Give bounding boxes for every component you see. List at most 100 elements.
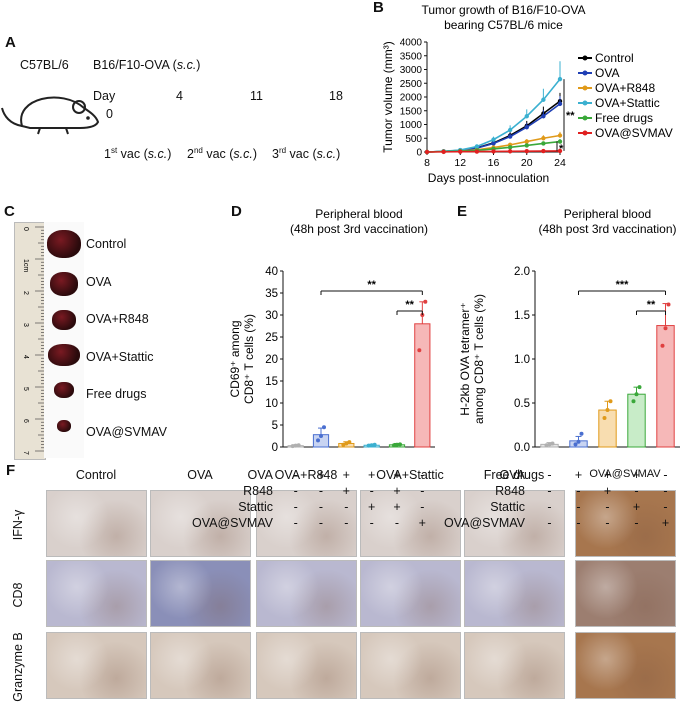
legend-label: Free drugs: [595, 111, 653, 125]
y-tick-label: 2500: [400, 79, 423, 90]
condition-cell: -: [420, 468, 425, 482]
y-tick-label: 2.0: [514, 266, 530, 278]
data-point: [541, 97, 546, 102]
condition-cell: -: [293, 468, 298, 482]
replicate-point: [666, 302, 671, 307]
condition-cell: +: [603, 484, 612, 498]
data-point: [507, 145, 513, 150]
condition-cell: +: [632, 468, 641, 482]
tumor-sample: [54, 382, 74, 398]
replicate-point: [369, 443, 374, 448]
tumor-sample: [52, 310, 76, 330]
chart-title-line: Peripheral blood: [315, 207, 402, 221]
replicate-point: [634, 392, 639, 397]
ihc-column-title: OVA@SVMAV: [589, 468, 661, 480]
vaccination-3: 3rd vac (s.c.): [272, 146, 341, 162]
replicate-point: [663, 326, 668, 331]
replicate-point: [322, 425, 326, 430]
ihc-column-title: OVA: [187, 468, 213, 482]
legend-label: Control: [595, 51, 634, 65]
ihc-column-title: Control: [75, 468, 117, 482]
replicate-point: [573, 442, 578, 447]
ihc-image-tile: [575, 632, 676, 699]
y-tick-label: 1000: [400, 120, 423, 131]
condition-cell: -: [318, 516, 324, 530]
day-0: 0: [106, 107, 113, 121]
tumor-sample: [47, 230, 81, 258]
condition-cell: -: [293, 484, 298, 498]
ihc-image-tile: [360, 632, 461, 699]
ruler-label: 4: [22, 355, 29, 359]
ruler-label: 5: [22, 387, 29, 391]
condition-cell: -: [663, 484, 668, 498]
replicate-point: [423, 299, 428, 304]
panel-label-f: F: [6, 462, 16, 479]
condition-row-label: Stattic: [238, 500, 273, 514]
condition-cell: -: [369, 516, 374, 530]
cd69-bar-chart: Peripheral blood(48h post 3rd vaccinatio…: [228, 207, 435, 454]
condition-cell: -: [605, 516, 610, 530]
replicate-point: [398, 442, 402, 447]
ihc-image-tile: [46, 490, 147, 557]
replicate-point: [395, 442, 399, 447]
condition-cell: -: [547, 516, 552, 530]
ihc-column-title: Free drugs: [483, 468, 545, 482]
ihc-image-tile: [46, 632, 147, 699]
condition-cell: -: [344, 516, 349, 530]
data-point: [441, 149, 446, 155]
y-tick-label: 0.5: [514, 398, 530, 410]
data-point: [557, 139, 563, 144]
data-point: [491, 149, 496, 154]
mouse-strain: C57BL/6: [20, 58, 69, 72]
chart-title-line: Tumor growth of B16/F10-OVA: [421, 3, 585, 17]
sig-label: ***: [616, 279, 630, 291]
chart-title-line: bearing C57BL/6 mice: [444, 18, 563, 32]
ihc-image-tile: [46, 560, 147, 627]
y-tick-label: 4000: [400, 38, 423, 49]
replicate-point: [608, 399, 613, 404]
x-tick-label: 8: [424, 157, 430, 169]
condition-row-label: Stattic: [490, 500, 525, 514]
bar: [627, 393, 646, 448]
chart-title-line: (48h post 3rd vaccination): [290, 222, 428, 236]
condition-cell: +: [632, 500, 641, 514]
data-point: [541, 136, 546, 141]
replicate-point: [605, 408, 610, 413]
replicate-point: [344, 441, 349, 446]
ihc-image-tile: [464, 632, 565, 699]
replicate-point: [366, 443, 371, 448]
ihc-image-tile: [150, 560, 251, 627]
y-tick-label: 10: [265, 398, 278, 410]
data-point: [458, 149, 463, 154]
sig-label: **: [405, 299, 414, 311]
legend-label: OVA+R848: [595, 81, 655, 95]
tumor-photo: [44, 222, 84, 458]
tumor-group-label: OVA: [86, 274, 112, 289]
ruler-label: 3: [22, 323, 29, 327]
replicate-point: [637, 385, 642, 390]
replicate-point: [660, 343, 665, 348]
replicate-point: [547, 442, 552, 447]
replicate-point: [290, 444, 295, 449]
replicate-point: [602, 415, 607, 420]
tumor-sample: [50, 272, 78, 296]
panel-label-e: E: [457, 203, 468, 220]
condition-cell: +: [418, 516, 426, 530]
legend-label: OVA@SVMAV: [595, 126, 673, 140]
data-point: [557, 148, 563, 154]
condition-cell: -: [318, 500, 324, 514]
data-point: [507, 149, 513, 154]
legend-marker: [582, 55, 588, 61]
y-tick-label: 3500: [400, 51, 423, 62]
condition-cell: +: [342, 484, 350, 498]
y-tick-label: 1.5: [514, 310, 530, 322]
data-point: [424, 149, 430, 155]
data-point: [524, 125, 529, 130]
replicate-point: [293, 443, 298, 448]
y-axis-label: Tumor volume (mm³): [381, 41, 395, 153]
tumor-group-label: OVA+R848: [86, 312, 149, 326]
day-11: 11: [250, 89, 263, 103]
condition-cell: -: [663, 468, 668, 482]
bar: [598, 409, 617, 448]
